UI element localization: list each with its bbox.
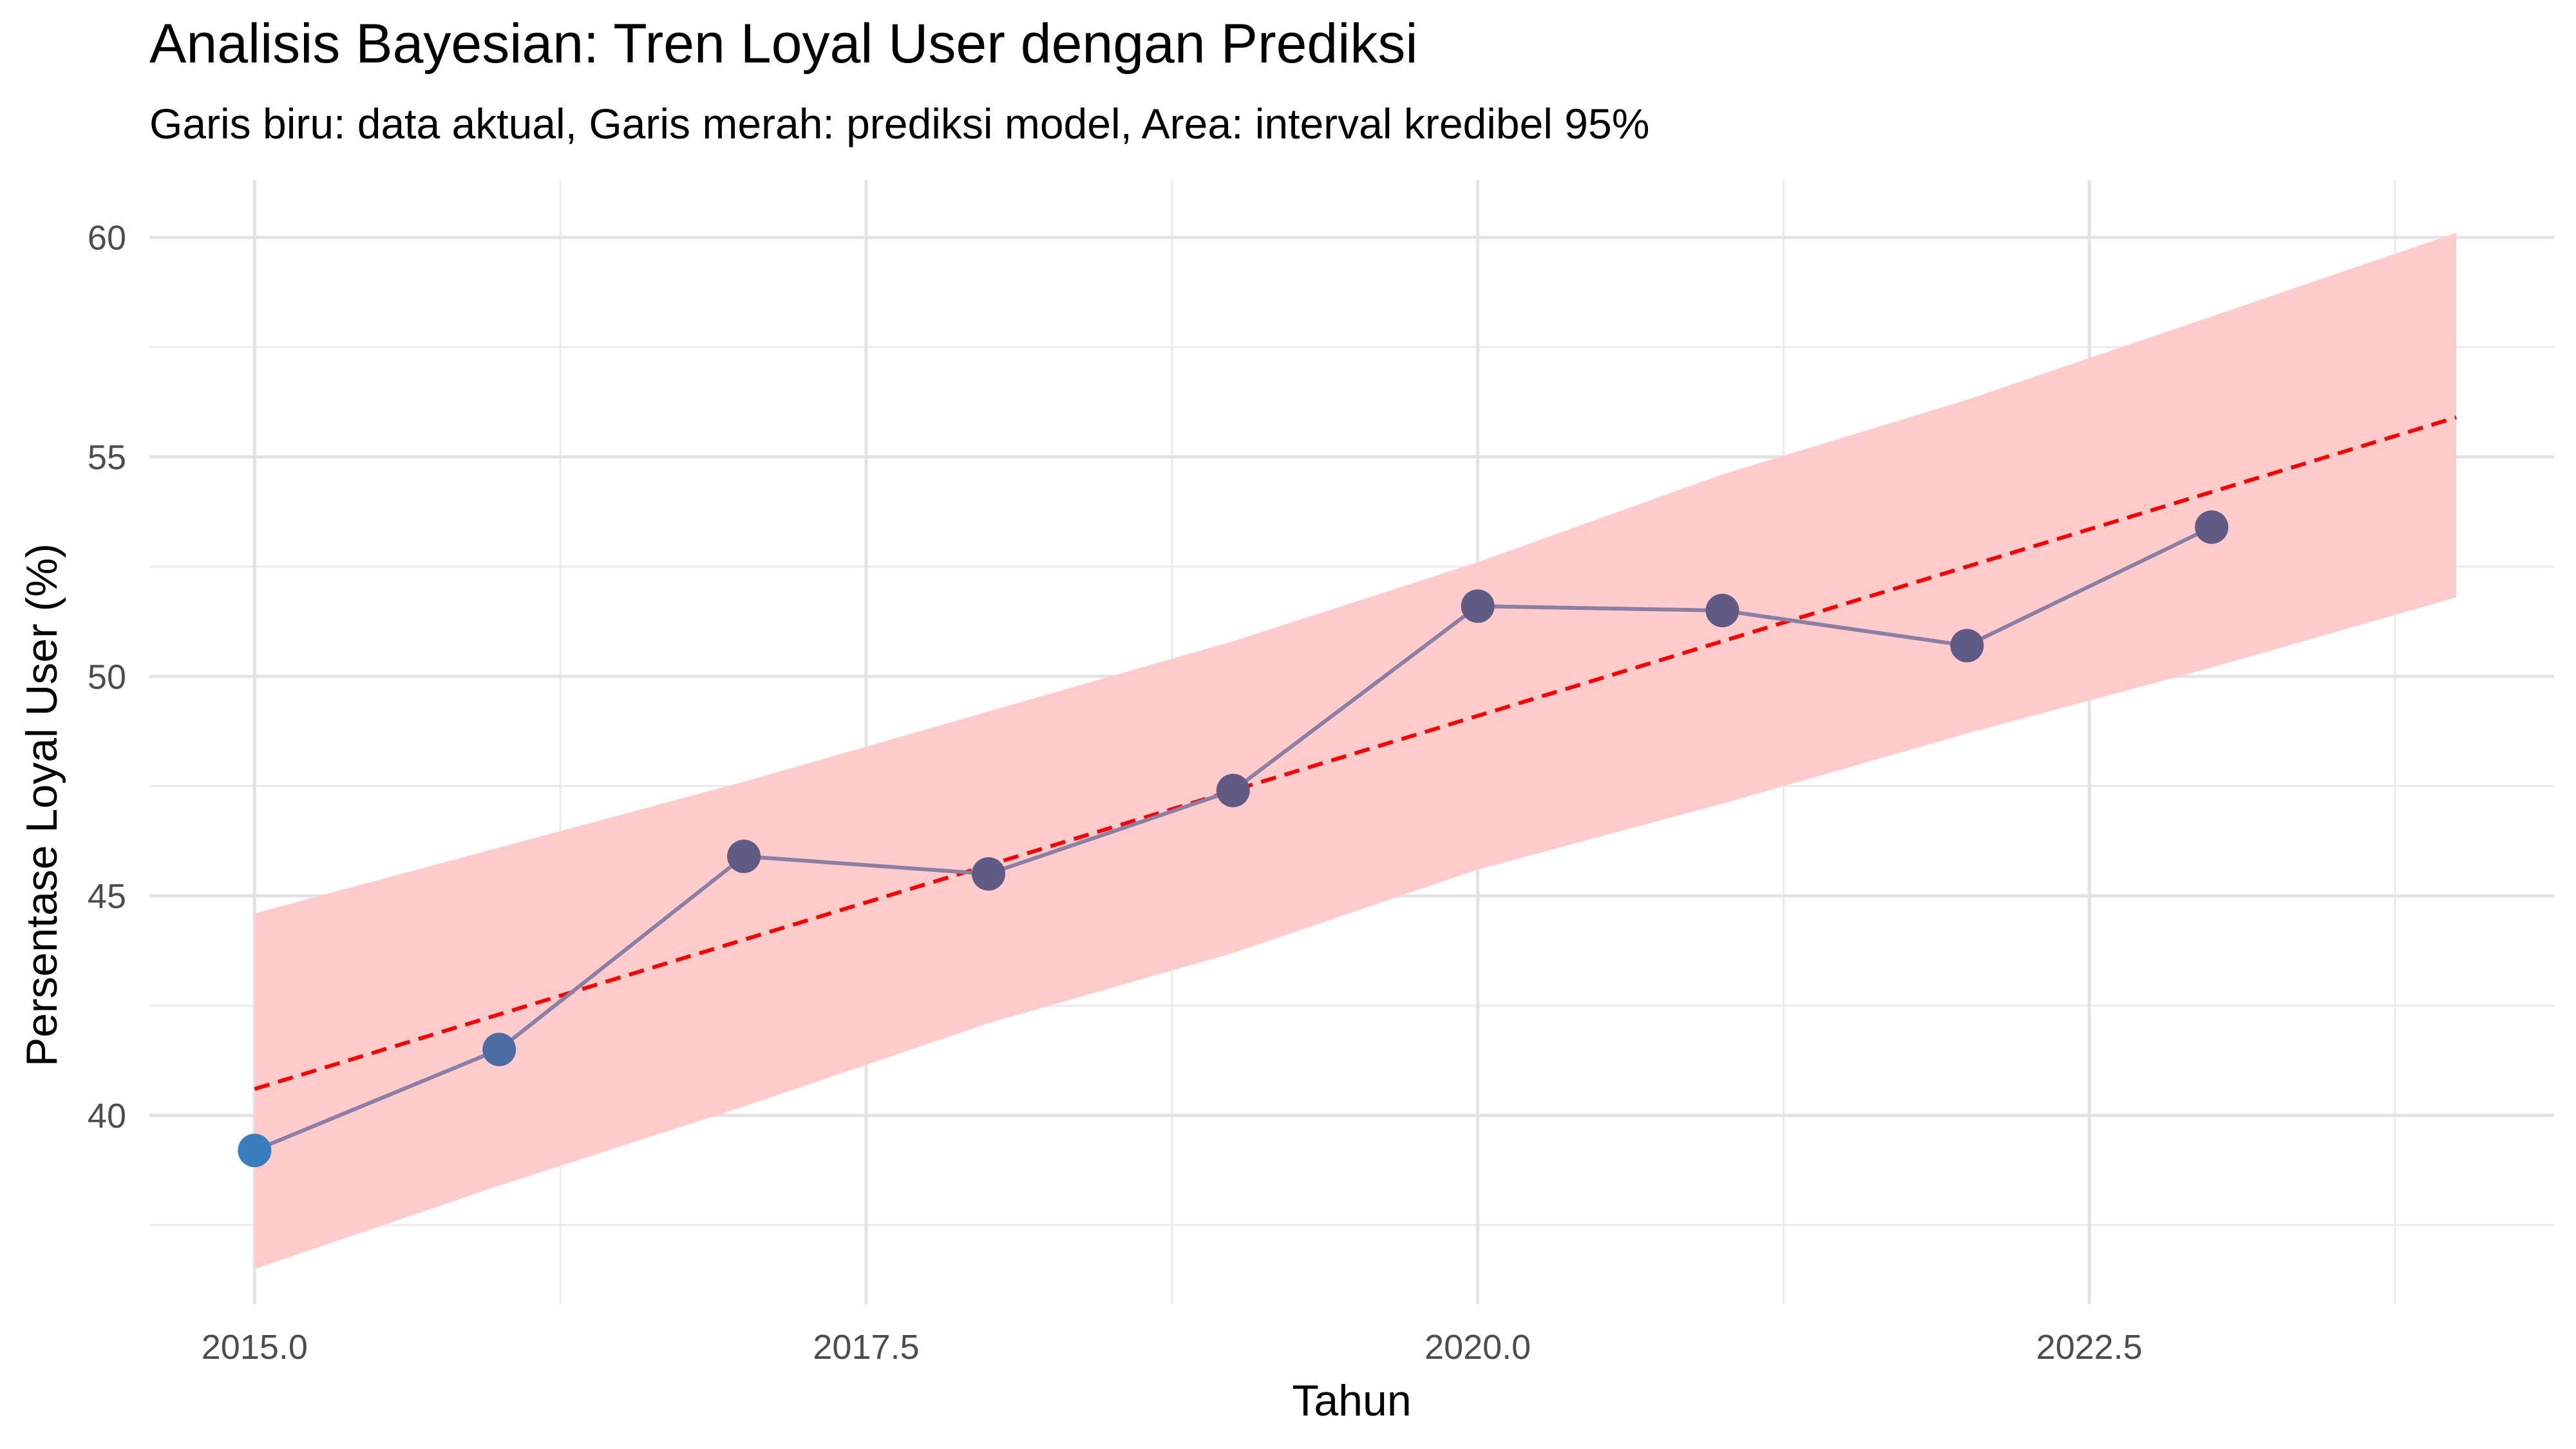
y-axis-ticks: 40 45 50 55 60	[88, 219, 126, 1135]
y-tick-label: 55	[88, 438, 126, 477]
x-axis-ticks: 2015.0 2017.5 2020.0 2022.5	[202, 1328, 2143, 1367]
y-axis-label: Persentase Loyal User (%)	[17, 544, 66, 1067]
data-point	[482, 1032, 516, 1066]
chart-subtitle: Garis biru: data aktual, Garis merah: pr…	[149, 100, 1649, 147]
data-point	[1705, 594, 1739, 628]
x-tick-label: 2020.0	[1425, 1328, 1531, 1367]
actual-points-layer	[238, 510, 2229, 1168]
data-point	[971, 857, 1005, 891]
credible-interval-band	[254, 232, 2457, 1269]
chart-title: Analisis Bayesian: Tren Loyal User denga…	[149, 13, 1417, 75]
y-tick-label: 60	[88, 219, 126, 258]
x-tick-label: 2022.5	[2036, 1328, 2143, 1367]
data-point	[1216, 773, 1250, 808]
y-tick-label: 50	[88, 658, 126, 696]
x-tick-label: 2015.0	[202, 1328, 308, 1367]
x-axis-label: Tahun	[1292, 1376, 1411, 1425]
x-tick-label: 2017.5	[813, 1328, 919, 1367]
data-point	[2195, 510, 2229, 544]
data-point	[1950, 629, 1984, 663]
data-point	[1461, 589, 1495, 623]
credible-interval-layer	[254, 232, 2457, 1269]
prediction-layer	[254, 415, 2457, 1091]
data-point	[727, 839, 761, 873]
y-tick-label: 40	[88, 1097, 126, 1135]
data-point	[238, 1133, 272, 1168]
prediction-line	[254, 415, 2457, 1091]
y-tick-label: 45	[88, 877, 126, 916]
